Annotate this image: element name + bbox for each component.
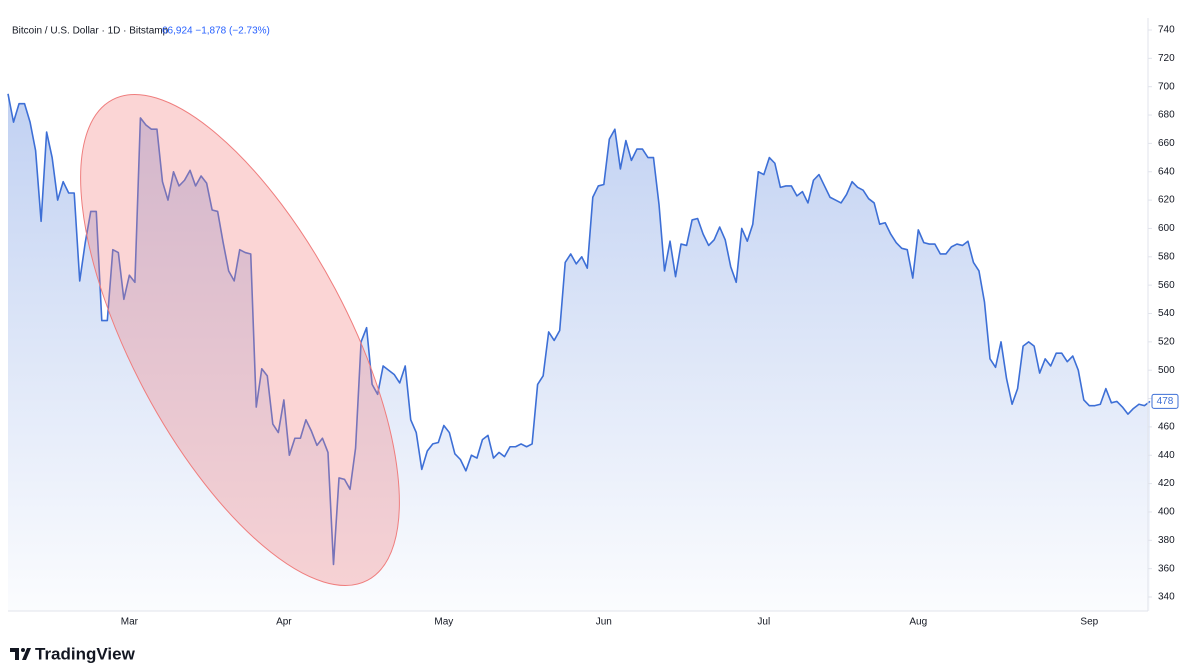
y-tick-label: 500 [1158, 365, 1175, 376]
y-tick-label: 620 [1158, 195, 1175, 206]
chart-title: Bitcoin / U.S. Dollar · 1D · Bitstamp [12, 26, 169, 37]
y-tick-label: 600 [1158, 223, 1175, 234]
x-tick-label: Mar [121, 617, 139, 628]
area [8, 93, 1150, 612]
y-tick-label: 560 [1158, 280, 1175, 291]
price-change: 66,924 −1,878 (−2.73%) [162, 26, 270, 37]
x-tick-label: Apr [276, 617, 292, 628]
y-tick-label: 340 [1158, 592, 1175, 603]
y-tick-label: 540 [1158, 308, 1175, 319]
y-tick-label: 460 [1158, 422, 1175, 433]
plot-area [7, 93, 1151, 612]
y-tick-label: 440 [1158, 450, 1175, 461]
y-tick-label: 700 [1158, 81, 1175, 92]
y-tick-label: 580 [1158, 251, 1175, 262]
y-tick-label: 660 [1158, 138, 1175, 149]
logo-icon [10, 648, 31, 660]
x-tick-label: May [434, 617, 453, 628]
y-tick-label: 740 [1158, 25, 1175, 36]
y-tick-label: 360 [1158, 563, 1175, 574]
logo-dot [21, 648, 25, 652]
y-tick-label: 520 [1158, 336, 1175, 347]
highlight-ellipse [80, 94, 400, 586]
y-tick-label: 680 [1158, 110, 1175, 121]
logo: TradingView [10, 644, 136, 663]
x-tick-label: Sep [1080, 617, 1098, 628]
last-value-box [1151, 393, 1179, 409]
y-tick-label: 380 [1158, 535, 1175, 546]
y-tick-label: 420 [1158, 478, 1175, 489]
x-tick-label: Aug [909, 617, 927, 628]
x-tick-label: Jul [757, 617, 770, 628]
y-tick-label: 640 [1158, 166, 1175, 177]
x-tick-label: Jun [596, 617, 612, 628]
price-line [7, 93, 1151, 566]
last-value-label: 478 [1157, 396, 1174, 407]
y-tick-label: 400 [1158, 507, 1175, 518]
y-tick-label: 720 [1158, 53, 1175, 64]
brand-name: TradingView [35, 644, 136, 663]
